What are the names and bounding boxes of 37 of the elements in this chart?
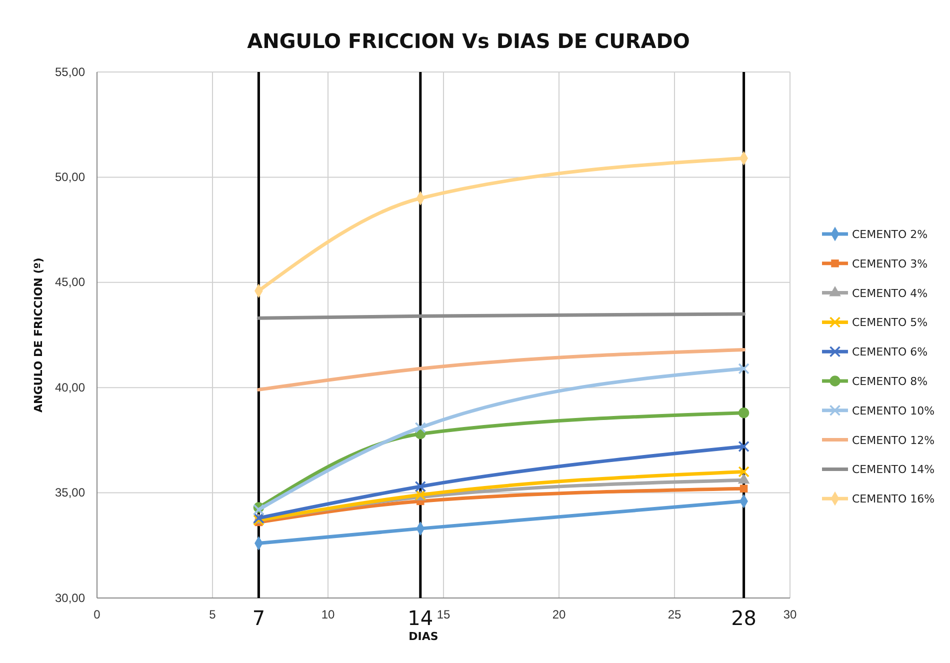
y-tick-label: 50,00 [54,170,86,184]
legend-label: CEMENTO 10% [852,404,935,418]
y-tick-label: 35,00 [54,486,86,500]
x-tick-label: 20 [552,608,566,622]
point [738,440,750,452]
x-tick-label: 5 [209,608,216,622]
x-axis-title: DIAS [408,630,438,643]
legend-label: CEMENTO 5% [852,316,928,330]
legend-label: CEMENTO 16% [852,492,935,506]
x-tick-label: 30 [783,608,797,622]
x-tick-label: 25 [668,608,682,622]
x-tick-label: 10 [321,608,335,622]
legend-label: CEMENTO 6% [852,346,928,359]
point [738,363,750,374]
point [414,480,426,492]
y-axis-title: ANGULO DE FRICCION (º) [32,258,45,412]
point [253,504,264,516]
y-tick-label: 30,00 [54,590,86,605]
legend-label: CEMENTO 4% [852,286,928,300]
ref-line-label: 28 [731,606,757,630]
legend-label: CEMENTO 12% [852,434,935,447]
legend-label: CEMENTO 3% [852,257,928,270]
x-tick-label: 15 [436,608,450,622]
ref-line-label: 14 [408,606,434,630]
point [414,422,426,434]
chart-title: ANGULO FRICCION Vs DIAS DE CURADO [247,29,690,53]
y-tick-label: 40,00 [54,380,86,394]
legend-label: CEMENTO 2% [852,228,928,241]
x-tick-label: 0 [94,608,101,622]
point [738,408,750,418]
point [740,484,748,492]
legend-label: CEMENTO 14% [852,463,935,476]
ref-line-label: 7 [252,606,266,630]
legend-label: CEMENTO 8% [852,375,928,388]
y-tick-label: 45,00 [54,275,86,290]
point [738,466,750,478]
y-tick-label: 55,00 [54,64,86,79]
